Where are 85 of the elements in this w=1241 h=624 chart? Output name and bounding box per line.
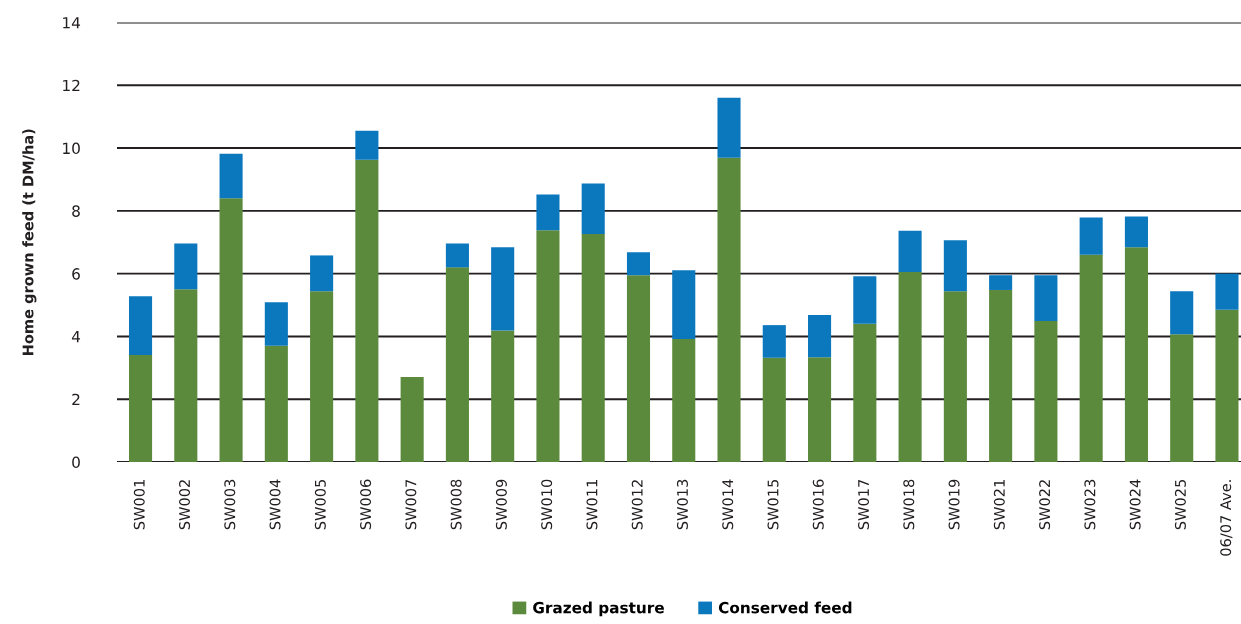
x-tick-label: SW009 bbox=[495, 479, 507, 530]
x-tick-label: SW024 bbox=[1129, 479, 1141, 530]
y-tick-label: 8 bbox=[72, 205, 80, 217]
bar bbox=[1215, 273, 1239, 310]
y-tick-label: 2 bbox=[72, 393, 80, 406]
bar bbox=[445, 243, 469, 268]
bar bbox=[264, 302, 288, 346]
x-tick-label: SW011 bbox=[586, 480, 598, 530]
legend-label: Conserved feed bbox=[718, 601, 852, 614]
x-tick-label: SW013 bbox=[676, 479, 688, 530]
bar bbox=[536, 194, 560, 231]
bar bbox=[1079, 254, 1103, 462]
x-tick-label: SW005 bbox=[314, 479, 326, 530]
bar bbox=[400, 376, 424, 462]
bar bbox=[853, 276, 877, 324]
bar bbox=[1079, 217, 1103, 255]
bar bbox=[1034, 321, 1058, 462]
bar bbox=[355, 159, 379, 462]
bar bbox=[898, 272, 922, 462]
bar bbox=[1170, 291, 1194, 335]
bar bbox=[808, 315, 832, 358]
y-tick-label: 14 bbox=[63, 17, 81, 29]
y-tick-label: 0 bbox=[72, 456, 80, 469]
bar bbox=[581, 183, 605, 235]
y-tick-label: 10 bbox=[63, 142, 80, 155]
x-tick-label: SW002 bbox=[179, 480, 191, 530]
bar bbox=[174, 289, 198, 462]
y-axis-title: Home grown feed (t DM/ha) bbox=[22, 129, 37, 355]
x-tick-label: SW017 bbox=[858, 479, 870, 530]
bar bbox=[762, 357, 786, 462]
x-tick-label: SW014 bbox=[722, 479, 734, 530]
bar bbox=[898, 230, 922, 273]
y-tick-label: 4 bbox=[71, 331, 81, 343]
bar bbox=[445, 267, 469, 462]
x-tick-label: SW012 bbox=[631, 480, 643, 530]
x-tick-label: SW018 bbox=[903, 479, 915, 530]
x-tick-label: SW006 bbox=[360, 479, 372, 530]
bar bbox=[989, 289, 1013, 462]
x-tick-label: 06/07 Ave. bbox=[1220, 480, 1233, 556]
x-tick-label: SW025 bbox=[1174, 479, 1186, 530]
bar bbox=[310, 291, 334, 462]
bar bbox=[581, 234, 605, 462]
bar bbox=[129, 296, 153, 355]
legend-label: Grazed pasture bbox=[533, 601, 664, 617]
bar bbox=[943, 240, 967, 292]
bar bbox=[1034, 275, 1058, 322]
x-tick-label: SW007 bbox=[405, 479, 417, 530]
bar bbox=[717, 157, 741, 462]
bar bbox=[1215, 309, 1239, 462]
x-tick-label: SW021 bbox=[993, 480, 1005, 530]
bar bbox=[174, 243, 198, 290]
x-tick-label: SW003 bbox=[224, 479, 236, 530]
bar bbox=[626, 275, 651, 462]
x-tick-label: SW016 bbox=[812, 479, 824, 530]
bar bbox=[672, 338, 696, 462]
bar bbox=[355, 130, 379, 160]
bar bbox=[989, 275, 1013, 290]
x-tick-label: SW001 bbox=[133, 480, 145, 530]
bar bbox=[853, 323, 877, 462]
y-tick-label: 6 bbox=[72, 268, 80, 280]
bar bbox=[536, 230, 560, 462]
bar bbox=[717, 97, 741, 158]
bar bbox=[1124, 216, 1148, 248]
bar bbox=[1124, 247, 1148, 462]
y-tick-label: 12 bbox=[63, 79, 80, 92]
bar bbox=[672, 270, 696, 339]
bar bbox=[943, 291, 967, 462]
x-tick-label: SW004 bbox=[269, 479, 281, 530]
bar bbox=[264, 345, 288, 462]
bar bbox=[626, 252, 651, 276]
bar bbox=[219, 198, 243, 462]
bar bbox=[219, 153, 243, 199]
x-tick-label: SW023 bbox=[1084, 479, 1096, 530]
x-tick-label: SW008 bbox=[450, 479, 462, 530]
x-tick-label: SW019 bbox=[948, 479, 960, 530]
bar bbox=[491, 330, 515, 462]
bar bbox=[762, 325, 786, 358]
bar bbox=[491, 247, 515, 331]
bar bbox=[129, 354, 153, 462]
bar bbox=[808, 357, 832, 462]
bar bbox=[310, 255, 334, 292]
bar bbox=[1170, 334, 1194, 462]
x-tick-label: SW015 bbox=[767, 479, 779, 530]
x-tick-label: SW010 bbox=[541, 479, 553, 530]
x-tick-label: SW022 bbox=[1039, 480, 1051, 530]
